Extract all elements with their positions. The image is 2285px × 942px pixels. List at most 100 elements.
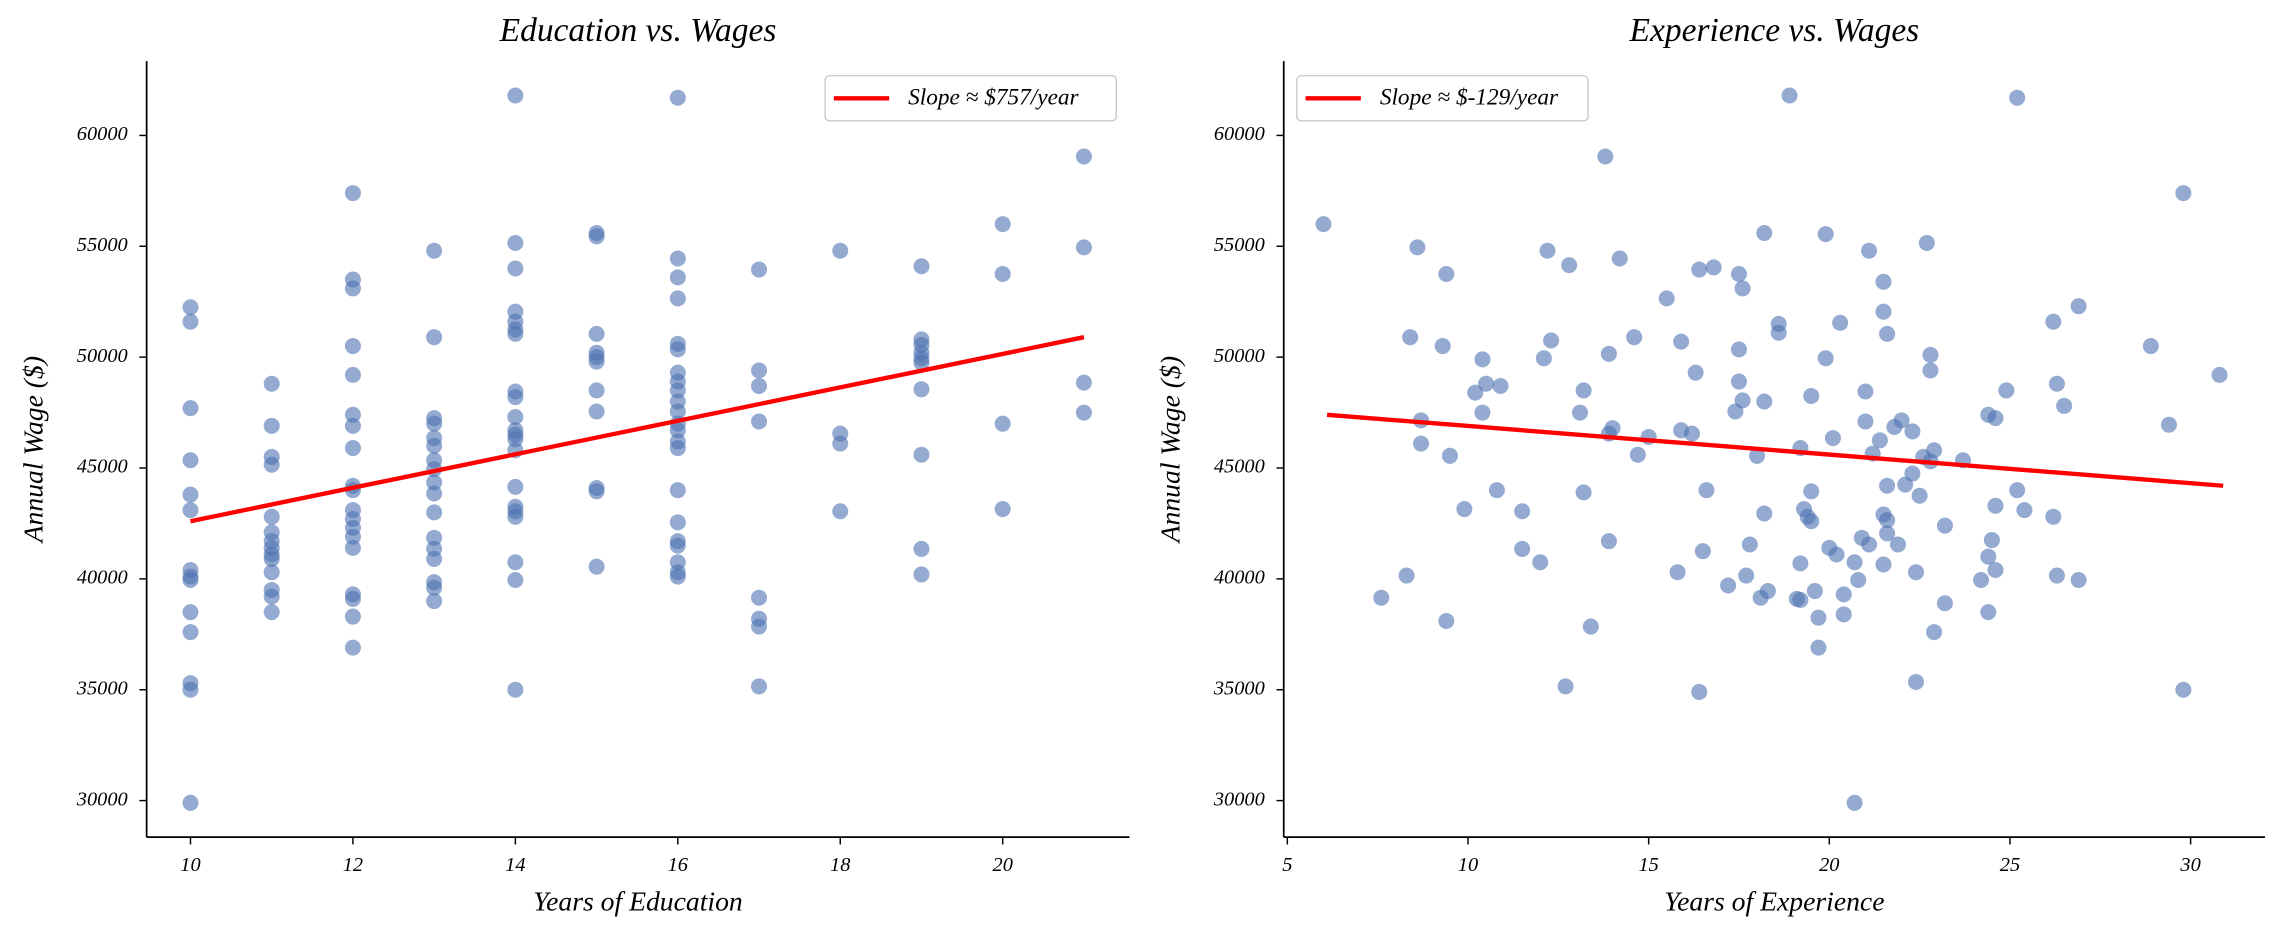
data-point [426, 593, 443, 610]
data-point [182, 400, 199, 417]
data-point [1908, 564, 1925, 581]
data-point [344, 608, 361, 625]
x-tick-label: 25 [2000, 854, 2020, 876]
data-point [1904, 423, 1921, 440]
data-point [669, 290, 686, 307]
data-point [182, 452, 199, 469]
x-tick-label: 15 [1638, 854, 1658, 876]
legend-box [1296, 74, 1589, 122]
data-point [588, 325, 605, 342]
data-point [344, 185, 361, 202]
data-point [751, 413, 768, 430]
y-tick-label: 60000 [1214, 123, 1265, 145]
data-point [1987, 497, 2004, 514]
data-point [426, 529, 443, 546]
data-point [669, 341, 686, 358]
data-point [1832, 314, 1849, 331]
data-point [2211, 366, 2228, 383]
data-point [2070, 571, 2087, 588]
data-point [669, 422, 686, 439]
data-point [1600, 533, 1617, 550]
data-point [507, 554, 524, 571]
data-point [913, 446, 930, 463]
data-point [1705, 259, 1722, 276]
y-tick-label: 30000 [76, 788, 128, 810]
data-point [1075, 148, 1092, 165]
data-point [1467, 384, 1484, 401]
y-tick-label: 55000 [1214, 234, 1265, 256]
data-point [1532, 554, 1549, 571]
data-point [1734, 280, 1751, 297]
data-point [1817, 226, 1834, 243]
data-point [426, 474, 443, 491]
y-tick-label: 50000 [1214, 345, 1265, 367]
data-point [1575, 484, 1592, 501]
data-point [751, 261, 768, 278]
x-tick-label: 18 [830, 854, 850, 876]
subplot-title: Experience vs. Wages [1629, 12, 1920, 49]
data-point [1998, 382, 2015, 399]
data-point [1973, 571, 1990, 588]
data-point [2048, 375, 2065, 392]
data-point [2070, 298, 2087, 315]
data-point [913, 381, 930, 398]
subplot: Experience vs. Wages Years of Experience A… [1154, 12, 2266, 916]
data-point [832, 435, 849, 452]
data-point [913, 540, 930, 557]
legend: Slope ≈ $-129/year [1296, 74, 1589, 122]
data-point [426, 550, 443, 567]
data-point [263, 508, 280, 525]
data-point [1629, 446, 1646, 463]
data-point [1926, 442, 1943, 459]
data-point [994, 216, 1011, 233]
data-point [1983, 532, 2000, 549]
data-point [1987, 561, 2004, 579]
data-point [507, 234, 524, 251]
data-point [344, 406, 361, 423]
data-point [1409, 239, 1426, 256]
data-point [1889, 536, 1906, 553]
data-point [588, 382, 605, 399]
data-point [1806, 583, 1823, 600]
data-point [1075, 239, 1092, 256]
data-point [1600, 345, 1617, 362]
data-point [2045, 313, 2062, 330]
data-point [1875, 273, 1892, 290]
data-point [1730, 265, 1747, 283]
data-point [263, 564, 280, 581]
y-tick-label: 40000 [1214, 567, 1265, 589]
data-point [426, 579, 443, 596]
data-point [1879, 325, 1896, 342]
data-point [1871, 432, 1888, 449]
data-point [182, 604, 199, 621]
data-point [263, 550, 280, 567]
data-point [1987, 410, 2004, 427]
data-point [913, 566, 930, 583]
y-tick-label: 45000 [77, 456, 128, 478]
data-point [1759, 583, 1776, 600]
data-point [1611, 250, 1628, 267]
data-point [1597, 148, 1614, 165]
data-point [507, 431, 524, 448]
data-point [1980, 604, 1997, 621]
data-point [1824, 430, 1841, 447]
data-point [1720, 577, 1737, 594]
data-point [1543, 332, 1560, 349]
data-point [507, 409, 524, 426]
data-point [1514, 503, 1531, 520]
data-point [1918, 234, 1935, 251]
data-point [1803, 483, 1820, 500]
data-point [182, 502, 199, 519]
data-point [426, 329, 443, 346]
data-point [182, 794, 199, 811]
data-point [751, 678, 768, 695]
data-point [1875, 303, 1892, 320]
data-point [1730, 341, 1747, 358]
data-point [263, 456, 280, 473]
data-point [1557, 678, 1574, 695]
data-point [1438, 265, 1455, 283]
data-point [1738, 567, 1755, 584]
data-point [669, 440, 686, 457]
data-point [2142, 338, 2159, 355]
data-point [1438, 612, 1455, 630]
